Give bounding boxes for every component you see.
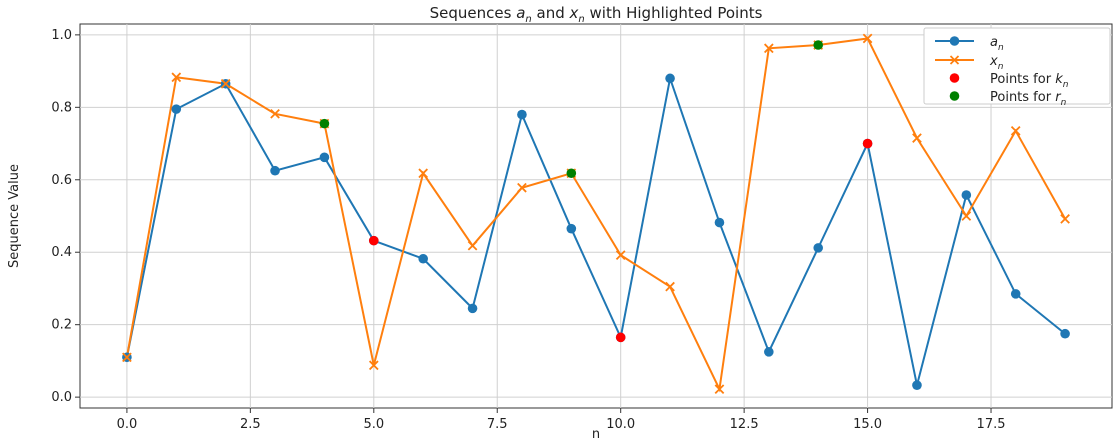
series-lines — [125, 37, 1066, 393]
x-tick-label-2: 5.0 — [363, 417, 384, 432]
x-axis-label: n — [592, 427, 600, 442]
series-x-point-15-stroke-2 — [862, 33, 873, 44]
series-x-point-17-stroke-2 — [961, 211, 972, 221]
x-tick-label-3: 7.5 — [487, 417, 508, 432]
series-a-point-1 — [171, 104, 182, 114]
legend-marker-a — [949, 36, 960, 46]
highlight-k-point-0 — [368, 235, 379, 246]
highlight-r-point-0 — [319, 118, 330, 129]
series-a-point-8 — [517, 109, 527, 120]
x-tick-label-7: 17.5 — [977, 417, 1006, 432]
legend-marker-k — [949, 73, 960, 83]
series-a-point-16 — [912, 380, 922, 390]
x-tick-label-5: 12.5 — [730, 417, 759, 432]
series-line-a — [125, 74, 1066, 386]
series-x-point-18-stroke-2 — [1010, 126, 1021, 136]
highlight-k-point-1 — [615, 332, 626, 343]
legend-label-a: an — [990, 35, 1004, 53]
y-tick-label-2: 0.4 — [51, 245, 72, 260]
series-x-point-16-stroke-2 — [912, 133, 922, 143]
series-a-point-4 — [319, 152, 330, 163]
series-x-point-6-stroke-2 — [418, 168, 429, 179]
series-x-point-5-stroke-2 — [368, 360, 379, 371]
y-tick-label-1: 0.2 — [51, 318, 72, 333]
series-x-point-19-stroke-2 — [1060, 214, 1070, 224]
x-tick-label-6: 15.0 — [853, 417, 882, 432]
series-a-point-19 — [1060, 328, 1070, 339]
y-tick-label-5: 1.0 — [51, 28, 72, 43]
x-ticks: 0.0 2.5 5.0 7.5 10.0 12.5 15.0 17.5 — [117, 408, 1006, 432]
series-a-point-11 — [665, 73, 675, 84]
series-a-point-17 — [961, 190, 972, 200]
chart-title: Sequences an and xn with Highlighted Poi… — [430, 4, 763, 25]
series-a-point-13 — [764, 347, 774, 357]
legend-label-x: xn — [989, 54, 1004, 72]
series-a-point-14 — [813, 243, 824, 253]
legend-box — [923, 27, 1111, 105]
series-a-point-7 — [467, 303, 478, 314]
highlight-r-point-2 — [813, 40, 824, 50]
x-tick-label-1: 2.5 — [240, 417, 261, 432]
series-a-point-9 — [566, 223, 577, 234]
highlight-r-point-1 — [566, 168, 577, 179]
series-x-point-12-stroke-2 — [714, 384, 725, 394]
highlight-markers — [319, 40, 873, 343]
legend-marker-r — [949, 91, 960, 101]
series-x-point-7-stroke-2 — [467, 240, 478, 251]
series-a-point-3 — [270, 165, 280, 176]
series-a-point-12 — [714, 217, 725, 228]
series-x-point-11-stroke-2 — [665, 281, 675, 292]
y-tick-label-4: 0.8 — [51, 100, 72, 115]
series-line-x — [125, 37, 1066, 393]
highlight-k-point-2 — [862, 138, 873, 149]
legend-marker-x-2 — [949, 55, 960, 65]
series-x-point-8-stroke-2 — [517, 182, 527, 193]
y-tick-label-0: 0.0 — [51, 390, 72, 405]
series-x-point-1-stroke-2 — [171, 72, 182, 83]
x-tick-label-4: 10.0 — [606, 417, 635, 432]
series-x-point-13-stroke-2 — [763, 43, 774, 54]
legend-label-k: Points for kn — [990, 72, 1069, 90]
legend-label-r: Points for rn — [990, 90, 1067, 108]
y-tick-label-3: 0.6 — [51, 173, 72, 188]
legend: an xn Points for kn Points for rn — [923, 27, 1111, 108]
series-markers — [122, 33, 1070, 394]
series-x-point-10-stroke-2 — [615, 250, 626, 260]
series-a-point-6 — [418, 253, 428, 264]
series-a-point-18 — [1010, 289, 1021, 299]
series-x-point-2-stroke-2 — [220, 78, 231, 89]
series-x-point-3-stroke-2 — [270, 109, 280, 119]
x-tick-label-0: 0.0 — [117, 417, 138, 432]
y-axis-label: Sequence Value — [7, 164, 22, 268]
series-x-point-0-stroke-2 — [122, 352, 132, 363]
y-ticks: 0.0 0.2 0.4 0.6 0.8 1.0 — [51, 28, 80, 405]
